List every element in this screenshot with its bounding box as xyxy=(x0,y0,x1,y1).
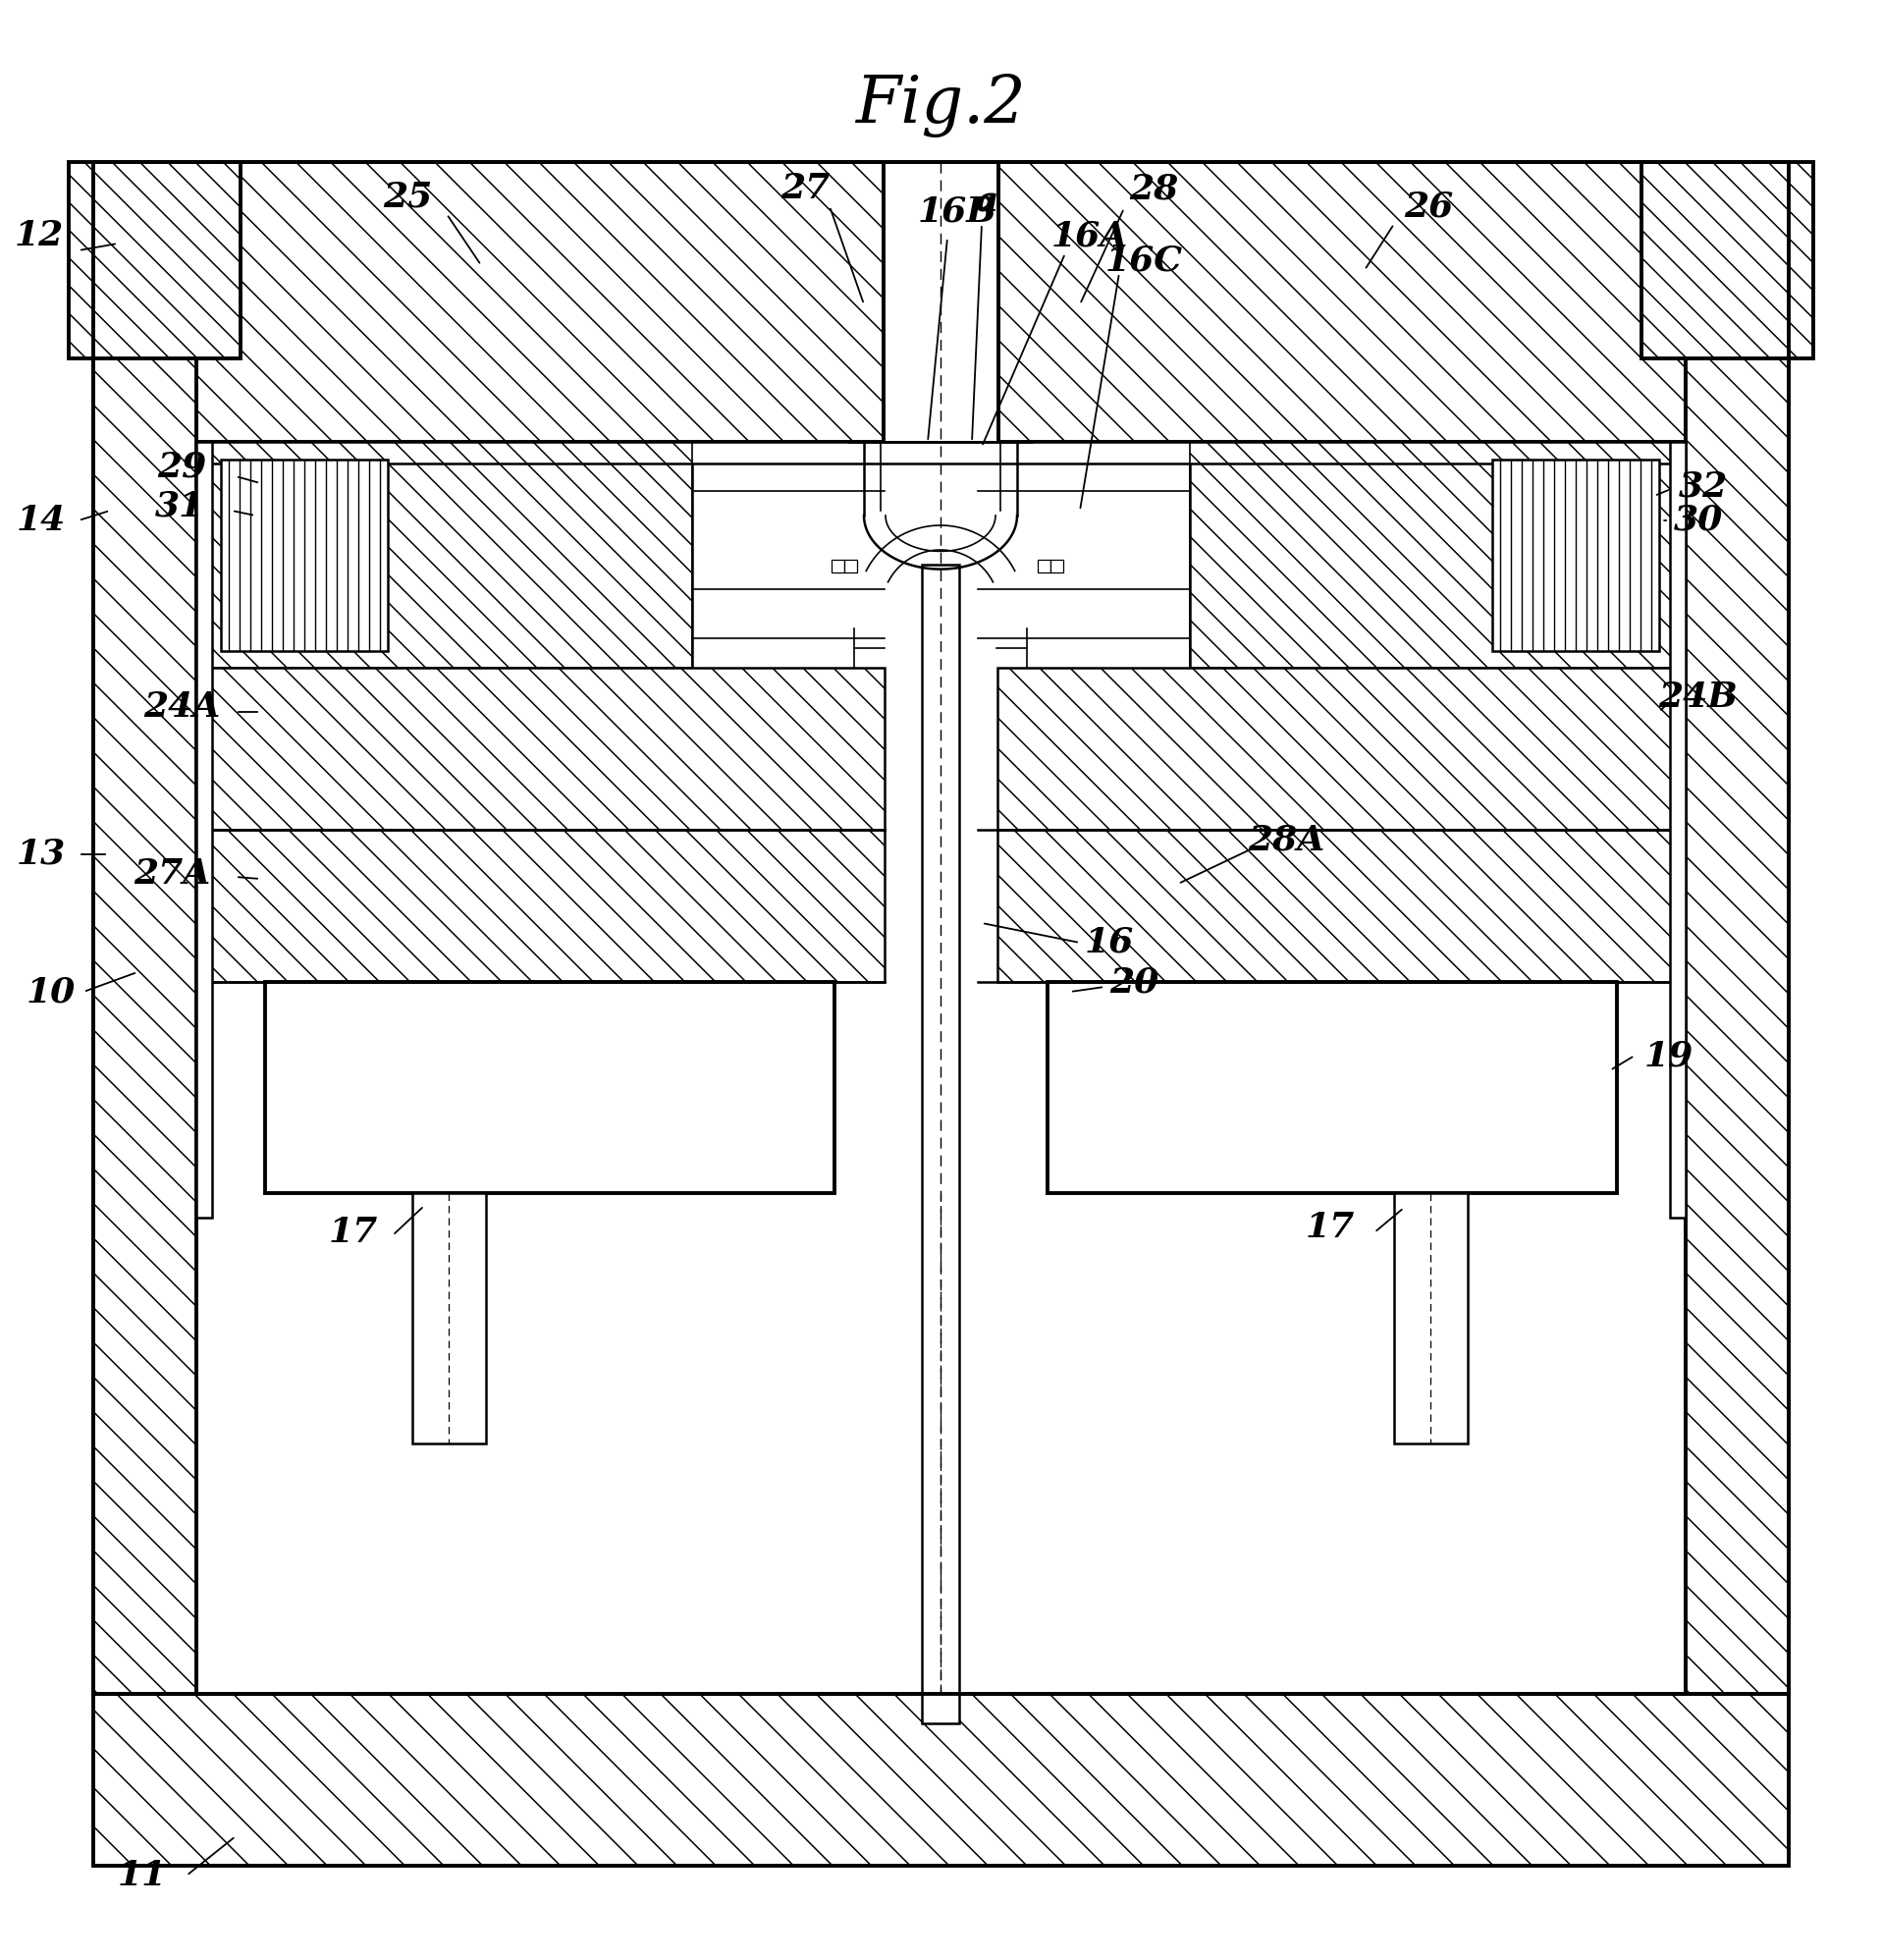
Bar xyxy=(997,829,1671,982)
Bar xyxy=(211,441,693,668)
Text: 27: 27 xyxy=(781,172,830,206)
Bar xyxy=(1395,1194,1468,1443)
Bar xyxy=(94,261,196,1693)
Bar xyxy=(883,163,999,441)
Bar xyxy=(999,163,1686,441)
Text: 11: 11 xyxy=(119,1858,167,1891)
Bar xyxy=(1492,459,1660,651)
Bar xyxy=(1641,163,1812,359)
Bar xyxy=(196,163,883,441)
Bar xyxy=(997,668,1671,829)
Bar xyxy=(997,829,1671,982)
Text: 28: 28 xyxy=(1129,172,1178,206)
Bar xyxy=(94,261,196,1693)
Text: 25: 25 xyxy=(382,180,433,214)
Text: 17: 17 xyxy=(1306,1211,1355,1245)
Bar xyxy=(999,163,1686,441)
Bar xyxy=(1050,561,1063,572)
Bar xyxy=(1686,261,1788,1693)
Text: 16: 16 xyxy=(1084,925,1135,958)
Bar xyxy=(70,163,241,359)
Bar xyxy=(1686,261,1788,1693)
Bar xyxy=(211,829,885,982)
Bar xyxy=(922,564,960,1723)
Bar xyxy=(997,668,1671,829)
Bar xyxy=(211,829,885,982)
Bar xyxy=(1189,441,1671,668)
Bar xyxy=(1037,561,1050,572)
Bar xyxy=(922,1194,958,1443)
Text: 13: 13 xyxy=(17,837,66,870)
Text: 19: 19 xyxy=(1645,1039,1694,1072)
Text: 24B: 24B xyxy=(1658,680,1739,713)
Bar xyxy=(1669,441,1686,1217)
Bar xyxy=(211,441,693,668)
Bar xyxy=(196,441,213,1217)
Bar xyxy=(70,163,241,359)
Bar xyxy=(845,561,856,572)
Text: 30: 30 xyxy=(1673,504,1724,537)
Bar xyxy=(211,668,885,829)
Text: 20: 20 xyxy=(1108,964,1159,1000)
Bar xyxy=(196,441,1686,463)
Bar xyxy=(196,163,883,441)
Text: a: a xyxy=(975,184,997,218)
Bar xyxy=(1048,982,1617,1194)
Text: Fig.2: Fig.2 xyxy=(854,74,1026,137)
Text: 31: 31 xyxy=(154,488,205,523)
Text: 12: 12 xyxy=(15,220,64,253)
Text: 14: 14 xyxy=(17,504,66,537)
Bar xyxy=(94,163,1788,1693)
Bar xyxy=(412,1194,486,1443)
Text: 32: 32 xyxy=(1679,468,1728,504)
Text: 26: 26 xyxy=(1404,190,1453,223)
Bar xyxy=(1641,163,1812,359)
Text: 27A: 27A xyxy=(134,857,211,890)
Bar xyxy=(94,1693,1788,1866)
Text: 29: 29 xyxy=(156,449,207,482)
Text: 28A: 28A xyxy=(1248,823,1325,857)
Bar xyxy=(832,561,845,572)
Bar xyxy=(1492,459,1660,651)
Bar xyxy=(211,668,885,829)
Bar xyxy=(1189,441,1671,668)
Bar xyxy=(265,982,834,1194)
Text: 16C: 16C xyxy=(1105,243,1182,276)
Text: 16A: 16A xyxy=(1052,220,1127,253)
Text: 17: 17 xyxy=(329,1215,378,1249)
Bar xyxy=(94,1693,1788,1866)
Text: 10: 10 xyxy=(26,974,75,1009)
Text: 24A: 24A xyxy=(143,690,220,723)
Bar xyxy=(220,459,388,651)
Text: 16B: 16B xyxy=(918,194,997,227)
Bar xyxy=(220,459,388,651)
